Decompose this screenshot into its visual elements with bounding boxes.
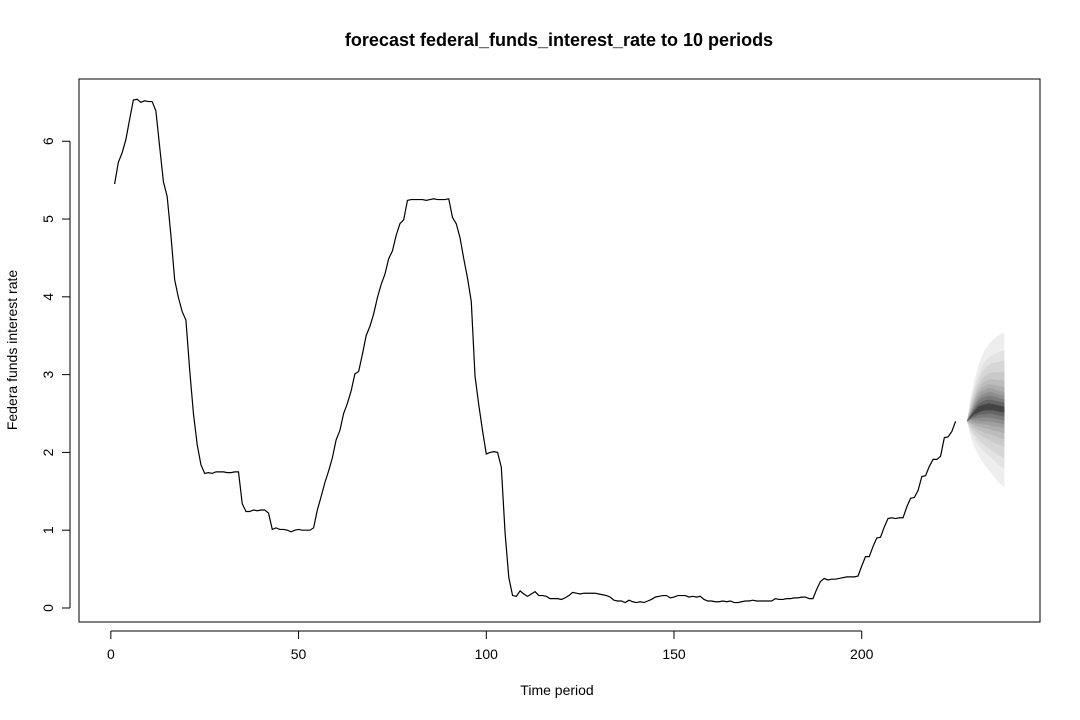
y-axis-label: Federa funds interest rate (4, 270, 20, 431)
x-tick-label: 150 (662, 646, 686, 662)
chart-title: forecast federal_funds_interest_rate to … (345, 30, 773, 50)
history-series-line (113, 98, 957, 604)
y-axis: 0 1 2 3 4 5 6 (40, 137, 71, 612)
y-tick-label: 3 (40, 371, 56, 379)
x-tick-label: 0 (107, 646, 115, 662)
forecast-band-10 (966, 403, 1005, 422)
x-axis: 0 50 100 150 200 (107, 630, 874, 662)
y-tick-label: 4 (40, 293, 56, 301)
y-tick-label: 6 (40, 137, 56, 145)
y-tick-label: 1 (40, 526, 56, 534)
y-tick-label: 5 (40, 215, 56, 223)
x-tick-label: 50 (291, 646, 307, 662)
y-tick-label: 2 (40, 448, 56, 456)
x-tick-label: 200 (850, 646, 874, 662)
x-axis-label: Time period (520, 682, 593, 698)
x-tick-label: 100 (475, 646, 499, 662)
forecast-fan-bands (966, 332, 1005, 488)
y-tick-label: 0 (40, 604, 56, 612)
plot-frame (78, 78, 1041, 623)
